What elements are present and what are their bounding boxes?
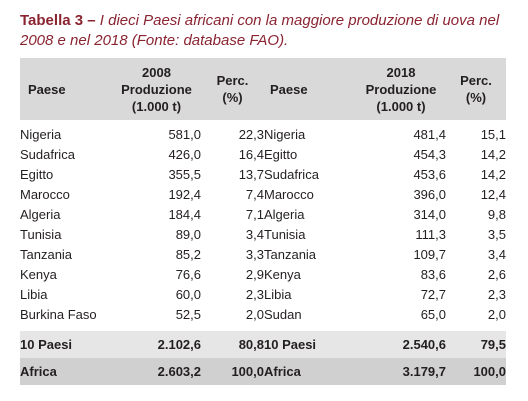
- header-production-2008: 2008 Produzione (1.000 t): [112, 58, 201, 120]
- table-caption: Tabella 3 – I dieci Paesi africani con l…: [20, 11, 500, 51]
- header-country-2018: Paese: [264, 58, 356, 120]
- table-row: Egitto 355,5 13,7 Sudafrica 453,6 14,2: [20, 167, 506, 182]
- header-perc-2018: Perc. (%): [446, 58, 506, 120]
- table-row: Tunisia 89,0 3,4 Tunisia 111,3 3,5: [20, 227, 506, 242]
- table-row: Kenya 76,6 2,9 Kenya 83,6 2,6: [20, 267, 506, 282]
- table-row: Nigeria 581,0 22,3 Nigeria 481,4 15,1: [20, 127, 506, 142]
- table-row: Marocco 192,4 7,4 Marocco 396,0 12,4: [20, 187, 506, 202]
- table-row: Burkina Faso 52,5 2,0 Sudan 65,0 2,0: [20, 307, 506, 322]
- header-production-2018: 2018 Produzione (1.000 t): [356, 58, 446, 120]
- total-row-10-countries: 10 Paesi 2.102,6 80,8 10 Paesi 2.540,6 7…: [20, 331, 506, 358]
- header-country-2008: Paese: [20, 58, 112, 120]
- table-row: Tanzania 85,2 3,3 Tanzania 109,7 3,4: [20, 247, 506, 262]
- header-perc-2008: Perc. (%): [201, 58, 264, 120]
- table-header-row: Paese 2008 Produzione (1.000 t) Perc. (%…: [20, 58, 506, 120]
- header-year-2008: 2008: [142, 64, 171, 80]
- table-row: Libia 60,0 2,3 Libia 72,7 2,3: [20, 287, 506, 302]
- header-year-2018: 2018: [386, 64, 416, 80]
- egg-production-table: Paese 2008 Produzione (1.000 t) Perc. (%…: [20, 58, 506, 385]
- table-row: Sudafrica 426,0 16,4 Egitto 454,3 14,2: [20, 147, 506, 162]
- caption-text: I dieci Paesi africani con la maggiore p…: [20, 12, 500, 49]
- total-row-africa: Africa 2.603,2 100,0 Africa 3.179,7 100,…: [20, 358, 506, 385]
- caption-label: Tabella 3 –: [20, 12, 96, 29]
- table-row: Algeria 184,4 7,1 Algeria 314,0 9,8: [20, 207, 506, 222]
